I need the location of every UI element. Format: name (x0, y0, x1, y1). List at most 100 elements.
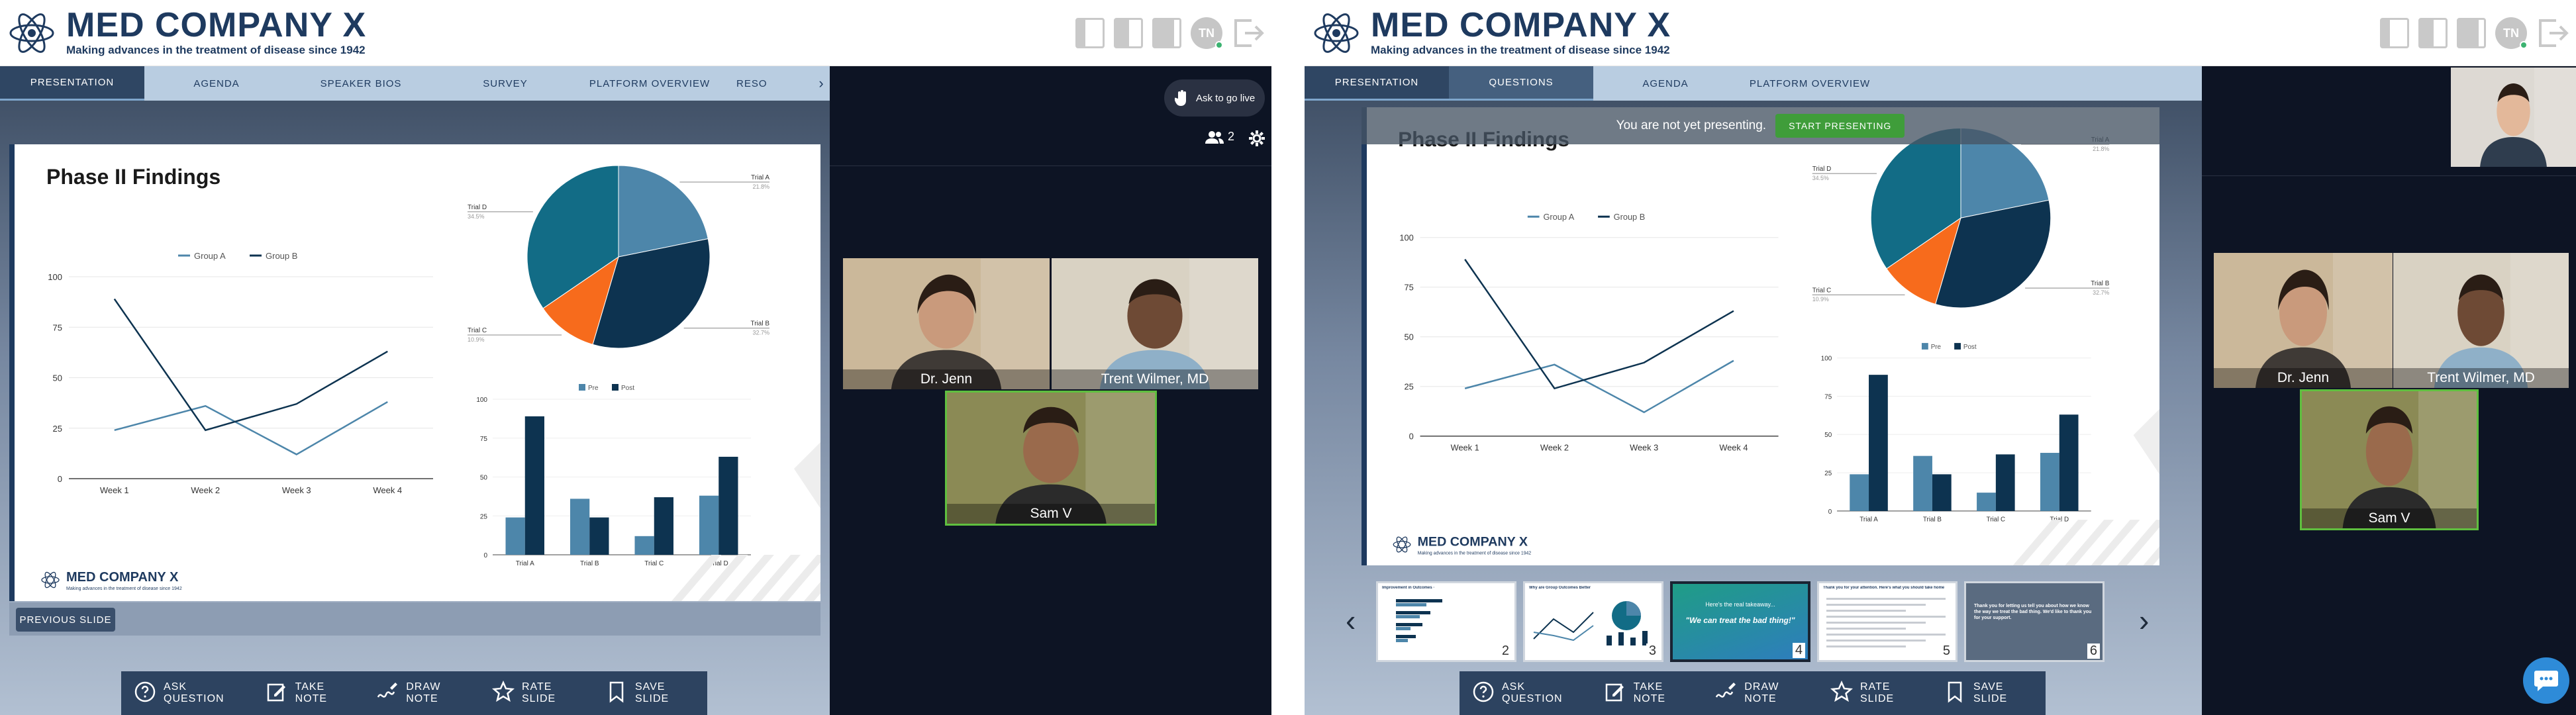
line-xtick: Week 4 (373, 485, 402, 495)
start-presenting-button[interactable]: START PRESENTING (1775, 114, 1905, 138)
legend-label: Group B (266, 251, 297, 261)
tab-scroll-right-icon[interactable]: › (818, 75, 824, 91)
tab-presentation[interactable]: PRESENTATION (0, 66, 144, 101)
tab-questions[interactable]: QUESTIONS (1449, 66, 1593, 101)
decorative-stripes (671, 442, 854, 601)
pie-value-label: 10.9% (1812, 296, 1829, 303)
layout-full-icon[interactable] (2380, 18, 2409, 48)
layout-video-icon[interactable] (1152, 18, 1181, 48)
chat-button[interactable] (2523, 657, 2569, 704)
bar-legend: Pre Post (1921, 343, 1977, 351)
draw-icon (375, 680, 399, 707)
tab-bar: PRESENTATION QUESTIONS AGENDA PLATFORM O… (1305, 66, 2202, 101)
layout-split-icon[interactable] (2418, 18, 2448, 48)
tab-agenda[interactable]: AGENDA (1642, 77, 1689, 89)
tab-speaker-bios[interactable]: SPEAKER BIOS (320, 77, 402, 89)
tab-platform-overview[interactable]: PLATFORM OVERVIEW (1749, 77, 1871, 89)
question-icon (133, 680, 157, 707)
slide-thumbnail-2[interactable]: Improvement in Outcomes · 2 (1376, 581, 1516, 662)
toolbar-label: DRAW NOTE (1744, 681, 1779, 704)
video-panel: Dr. Jenn Trent Wilmer, MD Sam V (2202, 66, 2576, 715)
bar-xtick: Trial A (516, 560, 534, 567)
line-ytick: 75 (1404, 283, 1413, 293)
draw-note-button[interactable]: DRAW NOTE (375, 680, 469, 707)
participant-tile-sam-v[interactable]: Sam V (945, 391, 1157, 526)
user-avatar[interactable]: TN (1191, 17, 1223, 49)
exit-icon[interactable] (1232, 18, 1265, 48)
thumbnail-number: 6 (2087, 644, 2100, 659)
participant-tile-dr-jenn[interactable]: Dr. Jenn (2214, 253, 2393, 388)
header-controls: TN (1075, 16, 1271, 50)
legend-swatch (612, 384, 619, 391)
line-xtick: Week 1 (100, 485, 129, 495)
participant-name: Trent Wilmer, MD (1052, 369, 1258, 389)
previous-slide-button[interactable]: PREVIOUS SLIDE (16, 608, 115, 632)
participant-tile-trent-wilmer[interactable]: Trent Wilmer, MD (1052, 258, 1258, 389)
brand-title: MED COMPANY X (66, 6, 367, 44)
video-feed (843, 258, 1050, 389)
user-avatar[interactable]: TN (2495, 17, 2528, 49)
rate-slide-button[interactable]: RATE SLIDE (1830, 680, 1920, 707)
participant-count[interactable]: 2 (1205, 130, 1234, 144)
tab-survey[interactable]: SURVEY (483, 77, 528, 89)
participant-tile-sam-v[interactable]: Sam V (2300, 389, 2479, 530)
draw-note-button[interactable]: DRAW NOTE (1714, 680, 1807, 707)
take-note-button[interactable]: TAKE NOTE (1603, 680, 1692, 707)
ask-question-button[interactable]: ASK QUESTION (1471, 680, 1581, 707)
tab-agenda[interactable]: AGENDA (193, 77, 240, 89)
slide-thumbnail-5[interactable]: Thank you for your attention. Here's wha… (1817, 581, 1957, 662)
slide-thumbnail-4[interactable]: Here's the real takeaway... "We can treat… (1670, 581, 1810, 662)
line-ytick: 50 (1404, 332, 1413, 342)
video-feed (2393, 253, 2569, 388)
layout-split-icon[interactable] (1114, 18, 1143, 48)
video-feed (947, 393, 1155, 524)
note-icon (265, 680, 289, 707)
thumbnail-next-icon[interactable]: › (2139, 603, 2150, 638)
thumbnail-number: 4 (1792, 643, 1805, 658)
bar-xtick: Trial D (2050, 516, 2069, 524)
bar-post-trial-c (1995, 454, 2015, 511)
toolbar-label: TAKE NOTE (295, 681, 328, 704)
ask-to-go-live-button[interactable]: Ask to go live (1164, 79, 1265, 117)
exit-icon[interactable] (2536, 18, 2569, 48)
atom-logo-icon (41, 576, 60, 584)
line-ytick: 0 (58, 474, 62, 484)
pie-value-label: 32.7% (752, 330, 769, 336)
app-header: MED COMPANY X Making advances in the tre… (0, 0, 1271, 66)
tab-presentation[interactable]: PRESENTATION (1305, 66, 1449, 101)
pie-label: Trial A (751, 174, 769, 181)
layout-full-icon[interactable] (1075, 18, 1105, 48)
save-slide-button[interactable]: SAVE SLIDE (605, 680, 695, 707)
slide-thumbnail-3[interactable]: Why are Group Outcomes Better 3 (1523, 581, 1663, 662)
thumbnail-prev-icon[interactable]: ‹ (1346, 603, 1356, 638)
presenter-view: MED COMPANY X Making advances in the tre… (1305, 0, 2576, 715)
tab-resources[interactable]: RESO (736, 77, 768, 89)
take-note-button[interactable]: TAKE NOTE (265, 680, 354, 707)
thumbnail-title: Thank you for your attention. Here's wha… (1823, 586, 1945, 590)
bar-post-trial-c (654, 497, 673, 555)
settings-gear-icon[interactable] (1248, 130, 1265, 147)
panel-gap (1271, 0, 1305, 715)
online-status-dot (1215, 41, 1223, 49)
tab-platform-overview[interactable]: PLATFORM OVERVIEW (589, 77, 711, 89)
thumbnail-preview (1826, 598, 1946, 647)
bar-ytick: 75 (480, 436, 488, 443)
pie-value-label: 34.5% (1812, 175, 1829, 181)
thumbnail-preview (1533, 601, 1648, 645)
bar-xtick: Trial B (1923, 516, 1942, 524)
rate-slide-button[interactable]: RATE SLIDE (491, 680, 582, 707)
atom-logo-icon (1396, 536, 1408, 553)
slide-thumbnail-6[interactable]: Thank you for letting us tell you about … (1964, 581, 2105, 662)
star-icon (491, 680, 515, 707)
line-xtick: Week 2 (191, 485, 220, 495)
save-slide-button[interactable]: SAVE SLIDE (1943, 680, 2034, 707)
layout-video-icon[interactable] (2457, 18, 2486, 48)
participant-tile-dr-jenn[interactable]: Dr. Jenn (843, 258, 1050, 389)
self-preview-tile[interactable] (2451, 68, 2576, 167)
ask-question-button[interactable]: ASK QUESTION (133, 680, 242, 707)
footer-tagline: Making advances in the treatment of dise… (66, 587, 182, 591)
pie-slice-trial-d (526, 165, 619, 309)
legend-label: Pre (1931, 344, 1942, 351)
participant-tile-trent-wilmer[interactable]: Trent Wilmer, MD (2393, 253, 2569, 388)
